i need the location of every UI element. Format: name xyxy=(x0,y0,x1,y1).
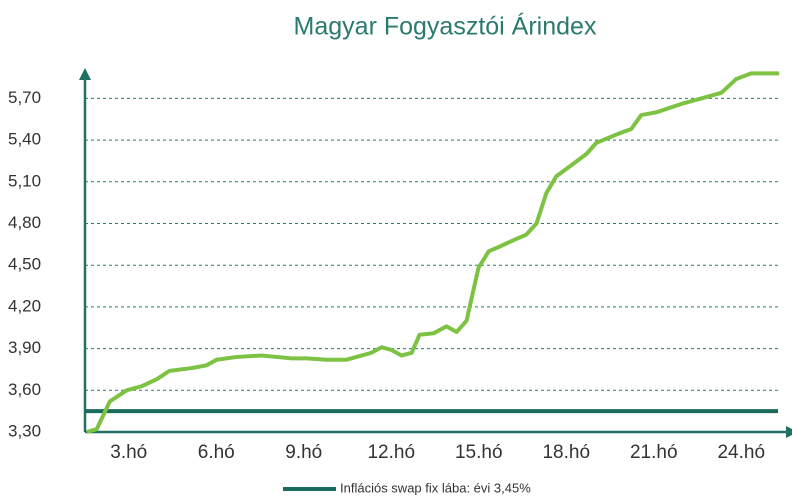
x-tick-label: 21.hó xyxy=(630,442,678,463)
chart-title: Magyar Fogyasztói Árindex xyxy=(294,12,597,41)
x-tick-label: 3.hó xyxy=(110,442,147,463)
x-tick-label: 6.hó xyxy=(198,442,235,463)
x-axis-arrow xyxy=(786,426,792,438)
x-tick-label: 12.hó xyxy=(367,442,415,463)
x-tick-label: 15.hó xyxy=(455,442,503,463)
y-tick-label: 4,20 xyxy=(8,296,41,315)
x-tick-label: 18.hó xyxy=(542,442,590,463)
legend-label: Inflációs swap fix lába: évi 3,45% xyxy=(340,480,531,495)
y-tick-label: 3,60 xyxy=(8,380,41,399)
y-axis-arrow xyxy=(79,68,91,80)
y-tick-label: 5,70 xyxy=(8,88,41,107)
y-tick-label: 3,90 xyxy=(8,338,41,357)
y-tick-label: 4,50 xyxy=(8,255,41,274)
y-tick-label: 3,30 xyxy=(8,421,41,440)
x-tick-label: 24.hó xyxy=(717,442,765,463)
y-tick-label: 4,80 xyxy=(8,213,41,232)
line-series xyxy=(86,71,780,434)
y-tick-label: 5,10 xyxy=(8,171,41,190)
x-tick-label: 9.hó xyxy=(285,442,322,463)
y-tick-label: 5,40 xyxy=(8,130,41,149)
